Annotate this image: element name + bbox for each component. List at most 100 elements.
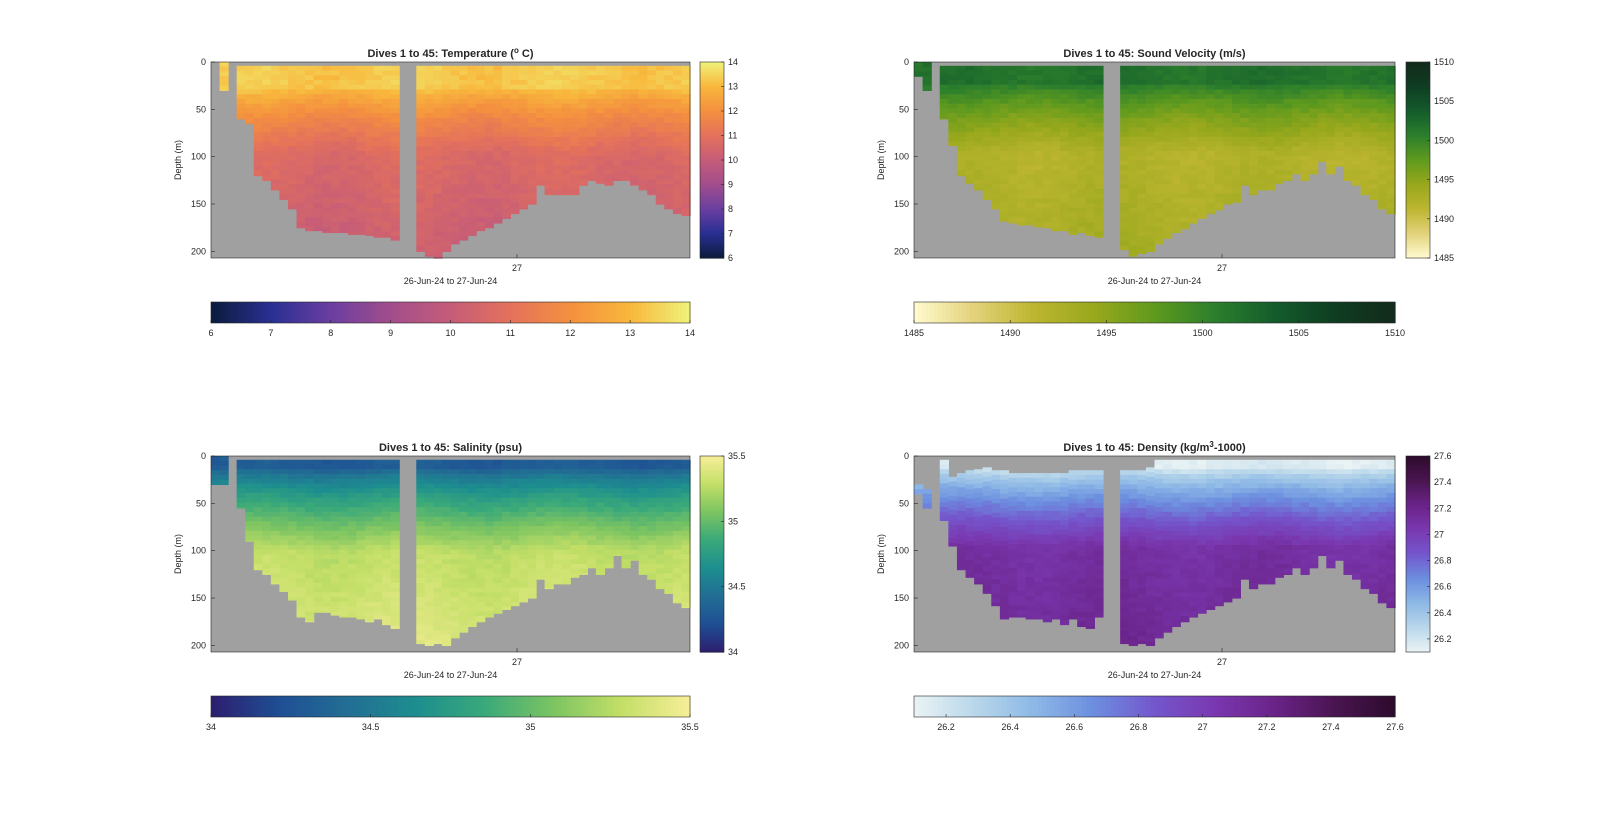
heatmap-cell bbox=[1231, 75, 1241, 81]
heatmap-cell bbox=[330, 70, 340, 76]
heatmap-cell bbox=[613, 497, 623, 503]
colorbar-segment bbox=[1190, 302, 1196, 323]
heatmap-cell bbox=[313, 568, 323, 575]
heatmap-cell bbox=[1128, 255, 1138, 257]
heatmap-cell bbox=[356, 507, 366, 513]
heatmap-cell bbox=[982, 79, 992, 86]
heatmap-cell bbox=[296, 174, 306, 181]
heatmap-cell bbox=[1283, 179, 1293, 181]
heatmap-cell bbox=[356, 502, 366, 508]
heatmap-cell bbox=[441, 84, 452, 91]
heatmap-cell bbox=[1352, 169, 1362, 176]
heatmap-cell bbox=[253, 559, 263, 565]
heatmap-cell bbox=[441, 231, 452, 237]
colorbar-segment bbox=[1406, 240, 1430, 244]
heatmap-cell bbox=[595, 492, 606, 499]
heatmap-cell bbox=[1163, 226, 1173, 233]
heatmap-cell bbox=[1180, 217, 1190, 223]
heatmap-cell bbox=[510, 597, 520, 603]
heatmap-cell bbox=[424, 459, 434, 466]
heatmap-cell bbox=[681, 89, 691, 95]
heatmap-cell bbox=[416, 497, 426, 503]
heatmap-cell bbox=[681, 136, 691, 143]
heatmap-cell bbox=[390, 526, 400, 532]
heatmap-cell bbox=[467, 483, 477, 489]
heatmap-cell bbox=[441, 630, 452, 636]
heatmap-cell bbox=[1240, 70, 1250, 76]
heatmap-cell bbox=[501, 132, 511, 138]
heatmap-cell bbox=[1326, 160, 1336, 166]
heatmap-cell bbox=[561, 193, 571, 196]
heatmap-cell bbox=[561, 84, 571, 91]
heatmap-cell bbox=[296, 459, 306, 466]
heatmap-cell bbox=[613, 511, 623, 518]
heatmap-cell bbox=[1068, 132, 1078, 138]
heatmap-cell bbox=[1060, 141, 1070, 147]
y-tick-label: 0 bbox=[201, 57, 206, 67]
heatmap-cell bbox=[638, 113, 648, 119]
colorbar-segment bbox=[700, 91, 724, 95]
heatmap-cell bbox=[553, 535, 563, 541]
heatmap-cell bbox=[553, 169, 563, 176]
heatmap-cell bbox=[570, 179, 580, 185]
heatmap-cell bbox=[313, 521, 323, 527]
heatmap-cell bbox=[510, 127, 520, 133]
heatmap-cell bbox=[1300, 84, 1310, 91]
heatmap-cell bbox=[621, 165, 631, 171]
heatmap-cell bbox=[578, 179, 588, 185]
heatmap-cell bbox=[253, 146, 263, 152]
heatmap-cell bbox=[1206, 160, 1216, 166]
heatmap-cell bbox=[305, 516, 315, 522]
heatmap-cell bbox=[262, 132, 272, 138]
heatmap-cell bbox=[1214, 188, 1224, 195]
heatmap-cell bbox=[561, 65, 571, 72]
heatmap-cell bbox=[544, 464, 554, 470]
heatmap-cell bbox=[1240, 94, 1250, 100]
heatmap-cell bbox=[390, 473, 400, 480]
heatmap-cell bbox=[1231, 165, 1241, 171]
colorbar-segment bbox=[1406, 64, 1430, 68]
heatmap-cell bbox=[313, 75, 323, 81]
heatmap-cell bbox=[339, 151, 349, 157]
heatmap-cell bbox=[1060, 132, 1070, 138]
heatmap-cell bbox=[459, 507, 469, 513]
heatmap-cell bbox=[638, 70, 648, 76]
heatmap-cell bbox=[1145, 122, 1156, 128]
heatmap-cell bbox=[287, 507, 298, 513]
heatmap-cell bbox=[339, 179, 349, 185]
heatmap-cell bbox=[544, 540, 554, 546]
colorbar-segment bbox=[550, 302, 555, 323]
heatmap-cell bbox=[501, 483, 511, 489]
heatmap-cell bbox=[373, 103, 383, 109]
heatmap-cell bbox=[347, 75, 358, 81]
heatmap-cell bbox=[219, 460, 229, 467]
heatmap-cell bbox=[390, 540, 400, 546]
heatmap-cell bbox=[1042, 222, 1053, 228]
heatmap-cell bbox=[1068, 174, 1078, 181]
heatmap-cell bbox=[373, 545, 383, 551]
heatmap-cell bbox=[1068, 141, 1078, 147]
heatmap-cell bbox=[373, 226, 383, 233]
heatmap-cell bbox=[638, 98, 648, 105]
heatmap-cell bbox=[450, 625, 460, 631]
heatmap-cell bbox=[373, 511, 383, 518]
heatmap-cell bbox=[1248, 113, 1259, 119]
heatmap-cell bbox=[296, 70, 306, 76]
heatmap-cell bbox=[1309, 132, 1319, 138]
heatmap-cell bbox=[1223, 84, 1233, 91]
colorbar-tick-label: 13 bbox=[625, 328, 635, 338]
heatmap-cell bbox=[1154, 113, 1164, 119]
heatmap-cell bbox=[279, 94, 289, 100]
heatmap-cell bbox=[339, 488, 349, 494]
heatmap-cell bbox=[330, 563, 340, 570]
heatmap-cell bbox=[245, 65, 255, 72]
heatmap-cell bbox=[1334, 75, 1345, 81]
heatmap-cell bbox=[236, 464, 246, 470]
heatmap-cell bbox=[1145, 79, 1156, 86]
heatmap-cell bbox=[253, 497, 263, 503]
heatmap-cell bbox=[965, 79, 975, 86]
heatmap-cell bbox=[1326, 89, 1336, 95]
heatmap-cell bbox=[1257, 79, 1267, 86]
heatmap-cell bbox=[450, 535, 460, 541]
colorbar-segment bbox=[1406, 106, 1430, 110]
